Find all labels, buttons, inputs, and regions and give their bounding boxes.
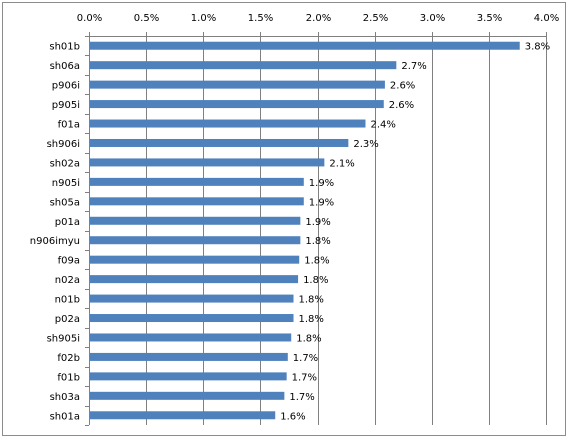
x-tick-label: 2.0% bbox=[306, 13, 331, 24]
category-label: f01a bbox=[58, 120, 80, 131]
category-label: sh02a bbox=[50, 158, 80, 169]
bar bbox=[90, 352, 288, 361]
category-label: sh01b bbox=[49, 42, 80, 53]
category-label: n906imyu bbox=[30, 236, 80, 247]
data-labels: 3.8% 2.7% 2.6% 2.6% 2.4% 2.3% 2.1% 1.9% 1.9% 1.9%… bbox=[280, 42, 550, 423]
data-label: 1.7% bbox=[292, 372, 317, 383]
bar bbox=[90, 119, 366, 128]
data-label: 1.6% bbox=[280, 411, 305, 422]
data-label: 1.8% bbox=[305, 236, 330, 247]
bars bbox=[90, 41, 520, 420]
data-label: 1.7% bbox=[293, 353, 318, 364]
category-label: sh06a bbox=[50, 61, 80, 72]
x-tick-label: 0.0% bbox=[77, 13, 102, 24]
bar bbox=[90, 216, 301, 225]
bar bbox=[90, 294, 294, 303]
category-label: sh905i bbox=[47, 333, 80, 344]
bar bbox=[90, 138, 349, 147]
data-label: 1.8% bbox=[303, 275, 328, 286]
data-label: 2.6% bbox=[389, 100, 414, 111]
category-label: p905i bbox=[52, 100, 80, 111]
x-tick-label: 1.0% bbox=[191, 13, 216, 24]
x-tick-label: 4.0% bbox=[534, 13, 559, 24]
bar bbox=[90, 236, 301, 245]
x-tick-label: 2.5% bbox=[363, 13, 388, 24]
bar bbox=[90, 80, 385, 89]
gridlines bbox=[89, 36, 547, 425]
data-label: 1.7% bbox=[289, 392, 314, 403]
data-label: 1.9% bbox=[305, 217, 330, 228]
x-axis-ticks: 0.0% 0.5% 1.0% 1.5% 2.0% 2.5% 3.0% 3.5% 4.0% bbox=[77, 13, 559, 426]
data-label: 1.9% bbox=[309, 197, 334, 208]
bar bbox=[90, 411, 276, 420]
data-label: 1.9% bbox=[309, 178, 334, 189]
bar bbox=[90, 100, 384, 109]
bar bbox=[90, 197, 304, 206]
category-label: p02a bbox=[55, 314, 80, 325]
category-label: sh01a bbox=[50, 411, 80, 422]
category-label: p01a bbox=[55, 217, 80, 228]
data-label: 1.8% bbox=[296, 333, 321, 344]
data-label: 3.8% bbox=[525, 42, 550, 53]
category-label: sh03a bbox=[50, 392, 80, 403]
data-label: 2.3% bbox=[353, 139, 378, 150]
data-label: 2.6% bbox=[390, 81, 415, 92]
bar bbox=[90, 372, 287, 381]
data-label: 1.8% bbox=[299, 314, 324, 325]
x-tick-label: 1.5% bbox=[248, 13, 273, 24]
data-label: 2.1% bbox=[329, 158, 354, 169]
category-label: n01b bbox=[55, 295, 80, 306]
bar bbox=[90, 275, 299, 284]
category-label: n02a bbox=[55, 275, 80, 286]
bar bbox=[90, 391, 285, 400]
bar bbox=[90, 177, 304, 186]
x-tick-label: 3.5% bbox=[477, 13, 502, 24]
bar bbox=[90, 333, 292, 342]
category-labels: sh01b sh06a p906i p905i f01a sh906i sh02a n905i… bbox=[30, 42, 80, 423]
data-label: 2.7% bbox=[401, 61, 426, 72]
category-label: p906i bbox=[52, 81, 80, 92]
category-label: f09a bbox=[58, 256, 80, 267]
bar bbox=[90, 61, 397, 70]
data-label: 1.8% bbox=[304, 256, 329, 267]
category-label: sh906i bbox=[47, 139, 80, 150]
bar bbox=[90, 41, 520, 50]
x-tick-label: 0.5% bbox=[134, 13, 159, 24]
data-label: 2.4% bbox=[370, 120, 395, 131]
data-label: 1.8% bbox=[299, 295, 324, 306]
bar bbox=[90, 158, 325, 167]
bar bbox=[90, 255, 300, 264]
category-label: n905i bbox=[52, 178, 80, 189]
category-label: sh05a bbox=[50, 197, 80, 208]
category-label: f02b bbox=[57, 353, 80, 364]
x-tick-label: 3.0% bbox=[420, 13, 445, 24]
bar bbox=[90, 314, 294, 323]
category-label: f01b bbox=[57, 372, 80, 383]
